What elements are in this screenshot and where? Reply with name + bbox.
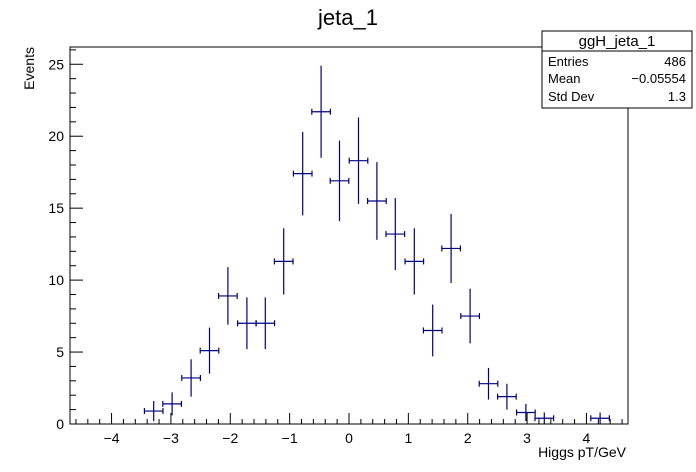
data-point xyxy=(590,412,610,424)
x-tick-label: 4 xyxy=(583,430,591,446)
data-point xyxy=(367,162,387,240)
y-axis-tick-labels: 0 5 10 15 20 25 xyxy=(48,56,64,432)
y-tick-label: 15 xyxy=(48,200,64,216)
data-point xyxy=(534,412,555,424)
y-tick-label: 20 xyxy=(48,128,64,144)
y-tick-label: 5 xyxy=(56,344,64,360)
stats-entries-label: Entries xyxy=(548,54,589,69)
stats-box-frame xyxy=(541,30,693,109)
stats-stddev-value: 1.3 xyxy=(668,89,686,104)
y-axis-ticks xyxy=(70,49,83,425)
data-point xyxy=(199,327,220,374)
x-tick-label: 2 xyxy=(464,430,472,446)
data-point xyxy=(404,228,425,295)
data-point xyxy=(385,198,406,271)
data-point xyxy=(478,367,499,400)
data-point xyxy=(497,383,517,410)
data-points xyxy=(143,65,610,424)
data-point xyxy=(162,392,182,416)
x-tick-label: −1 xyxy=(282,430,298,446)
stats-mean-value: −0.05554 xyxy=(631,71,686,86)
data-point xyxy=(311,65,331,158)
data-point xyxy=(329,140,350,222)
data-point xyxy=(181,359,201,397)
x-axis-label: Higgs pT/GeV xyxy=(538,444,627,460)
data-point xyxy=(422,304,443,357)
x-tick-label: −3 xyxy=(163,430,179,446)
stats-box-title: ggH_jeta_1 xyxy=(579,33,656,50)
y-axis-label: Events xyxy=(21,47,37,90)
y-tick-label: 25 xyxy=(48,56,64,72)
x-axis-tick-labels: −4 −3 −2 −1 0 1 2 3 4 xyxy=(104,430,591,446)
x-tick-label: 0 xyxy=(345,430,353,446)
data-point xyxy=(273,228,294,295)
x-axis-ticks xyxy=(75,413,623,424)
x-tick-label: −2 xyxy=(222,430,238,446)
y-tick-label: 10 xyxy=(48,272,64,288)
x-tick-label: 3 xyxy=(523,430,531,446)
data-point xyxy=(292,131,313,216)
stats-stddev-label: Std Dev xyxy=(548,89,595,104)
data-point xyxy=(441,213,461,283)
x-tick-label: −4 xyxy=(104,430,120,446)
data-point xyxy=(143,400,164,422)
stats-entries-value: 486 xyxy=(664,54,686,69)
data-point xyxy=(516,403,536,422)
y-tick-label: 0 xyxy=(56,416,64,432)
chart-title: jeta_1 xyxy=(317,5,378,30)
x-tick-label: 1 xyxy=(404,430,412,446)
data-point xyxy=(460,288,480,344)
stats-mean-label: Mean xyxy=(548,71,581,86)
data-point xyxy=(255,297,276,350)
data-point xyxy=(218,267,238,325)
data-point xyxy=(348,117,369,204)
stats-box: ggH_jeta_1 Entries 486 Mean −0.05554 Std… xyxy=(541,30,693,109)
